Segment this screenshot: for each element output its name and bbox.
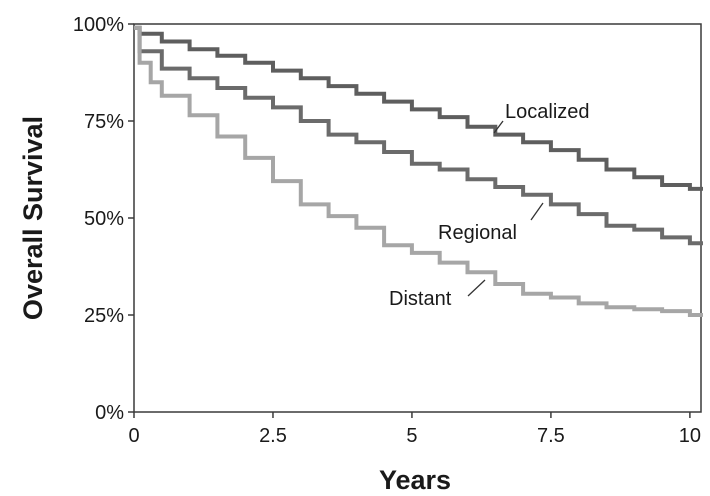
x-axis-title: Years xyxy=(379,465,451,495)
leader-line-regional xyxy=(530,202,544,221)
y-tick-label: 50% xyxy=(84,208,124,230)
y-tick-label: 100% xyxy=(73,14,124,36)
x-tick-label: 0 xyxy=(128,425,139,447)
y-tick-label: 25% xyxy=(84,305,124,327)
leader-line-distant xyxy=(467,279,486,297)
plot-area xyxy=(133,23,703,413)
series-label-regional: Regional xyxy=(438,222,517,244)
series-label-localized: Localized xyxy=(505,101,590,123)
y-axis-title: Overall Survival xyxy=(18,116,48,320)
y-axis-ticks: 0% 25% 50% 75% 100% xyxy=(73,14,134,424)
x-tick-label: 2.5 xyxy=(259,425,287,447)
leader-line-localized xyxy=(493,120,504,134)
series-label-distant: Distant xyxy=(389,288,452,310)
x-tick-label: 10 xyxy=(679,425,701,447)
series-line-localized xyxy=(134,25,703,191)
x-tick-label: 5 xyxy=(406,425,417,447)
series-layer xyxy=(134,25,703,317)
y-tick-label: 75% xyxy=(84,111,124,133)
y-tick-label: 0% xyxy=(95,402,124,424)
x-axis-ticks: 0 2.5 5 7.5 10 xyxy=(128,412,701,447)
x-tick-label: 7.5 xyxy=(537,425,565,447)
series-line-distant xyxy=(134,25,703,317)
series-line-regional xyxy=(134,25,703,246)
series-labels: Localized Regional Distant xyxy=(389,101,590,310)
